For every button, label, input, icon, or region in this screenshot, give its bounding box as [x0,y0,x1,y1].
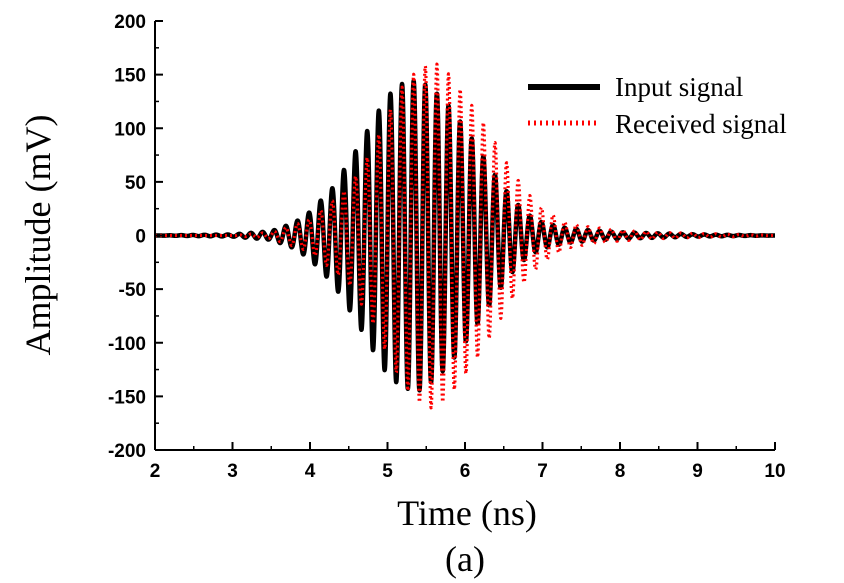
y-tick-label: 100 [114,119,146,140]
x-tick-label: 5 [382,461,393,482]
x-axis-title: Time (ns) [397,493,537,533]
figure-caption: (a) [445,539,485,579]
x-tick-label: 6 [460,461,471,482]
x-tick-label: 10 [764,461,785,482]
y-tick-label: 50 [125,173,146,194]
y-tick-label: 200 [114,12,146,33]
x-tick-label: 9 [692,461,703,482]
x-tick-label: 7 [537,461,548,482]
x-tick-label: 4 [305,461,316,482]
y-tick-label: -100 [108,334,146,355]
series-layer [152,62,778,410]
x-tick-label: 8 [615,461,626,482]
y-tick-label: 150 [114,66,146,87]
y-tick-label: -150 [108,387,146,408]
x-tick-label: 2 [150,461,161,482]
y-tick-label: -200 [108,441,146,462]
legend: Input signal Received signal [528,72,787,139]
legend-label-received: Received signal [615,109,787,139]
y-axis-title: Amplitude (mV) [18,115,58,356]
ticks-layer: 2 3 4 5 6 7 8 9 10 200 150 100 50 0 -50 -100 -150 -200 [108,12,786,482]
x-tick-label: 3 [227,461,238,482]
legend-label-input: Input signal [615,72,743,102]
series-received-signal [153,62,777,410]
y-tick-label: -50 [119,280,146,301]
y-tick-label: 0 [135,227,146,248]
